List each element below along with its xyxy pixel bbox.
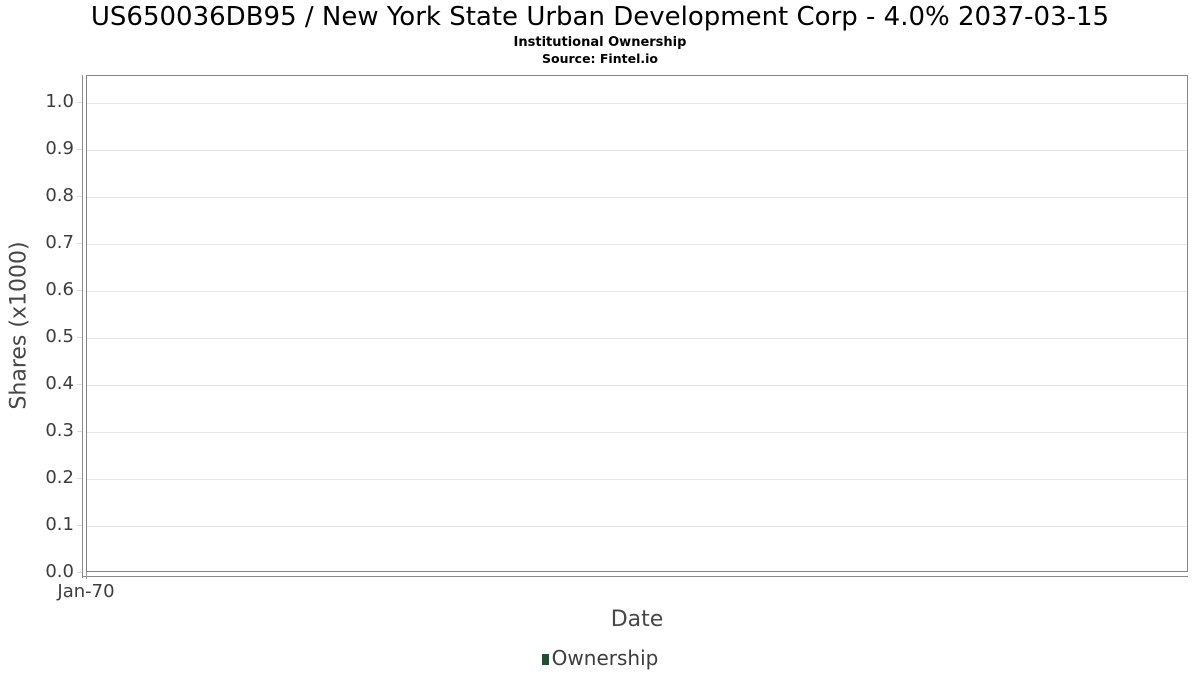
y-tick-label: 0.6 — [45, 279, 74, 300]
chart-title: US650036DB95 / New York State Urban Deve… — [90, 2, 1110, 32]
y-tick-label: 0.0 — [45, 561, 74, 582]
gridline-0.3 — [87, 432, 1187, 433]
chart-source-label: Source: Fintel.io — [542, 51, 658, 66]
gridline-0.7 — [87, 244, 1187, 245]
y-tick — [77, 290, 82, 291]
y-tick — [77, 149, 82, 150]
plot-area[interactable] — [86, 75, 1188, 572]
y-tick-label: 0.1 — [45, 514, 74, 535]
x-tick — [86, 572, 87, 579]
gridline-0.5 — [87, 338, 1187, 339]
y-tick-label: 0.7 — [45, 232, 74, 253]
chart-subtitle: Institutional Ownership — [513, 35, 687, 50]
ownership-series-swatch-icon — [541, 653, 549, 665]
y-tick — [77, 478, 82, 479]
y-tick-label: 0.4 — [45, 373, 74, 394]
y-tick-label: 0.3 — [45, 420, 74, 441]
x-tick-label: Jan-70 — [57, 581, 115, 602]
y-tick-label: 0.9 — [45, 138, 74, 159]
y-tick-label: 0.2 — [45, 467, 74, 488]
y-tick — [77, 572, 82, 573]
gridline-0.9 — [87, 150, 1187, 151]
x-axis-title: Date — [610, 607, 664, 632]
gridline-0.6 — [87, 291, 1187, 292]
y-axis-line — [82, 75, 83, 578]
y-tick — [77, 384, 82, 385]
y-tick — [77, 337, 82, 338]
gridline-0.4 — [87, 385, 1187, 386]
y-tick-label: 0.8 — [45, 185, 74, 206]
chart-legend: Ownership — [0, 646, 1200, 670]
y-axis-title: Shares (x1000) — [6, 241, 32, 410]
y-tick — [77, 102, 82, 103]
y-tick — [77, 196, 82, 197]
gridline-0.2 — [87, 479, 1187, 480]
y-tick — [77, 243, 82, 244]
gridline-0.1 — [87, 526, 1187, 527]
x-axis-line — [82, 576, 1188, 577]
y-tick — [77, 431, 82, 432]
y-tick-label: 0.5 — [45, 326, 74, 347]
gridline-1.0 — [87, 103, 1187, 104]
y-tick-label: 1.0 — [45, 91, 74, 112]
ownership-legend-label: Ownership — [551, 646, 659, 670]
gridline-0.8 — [87, 197, 1187, 198]
y-tick — [77, 525, 82, 526]
